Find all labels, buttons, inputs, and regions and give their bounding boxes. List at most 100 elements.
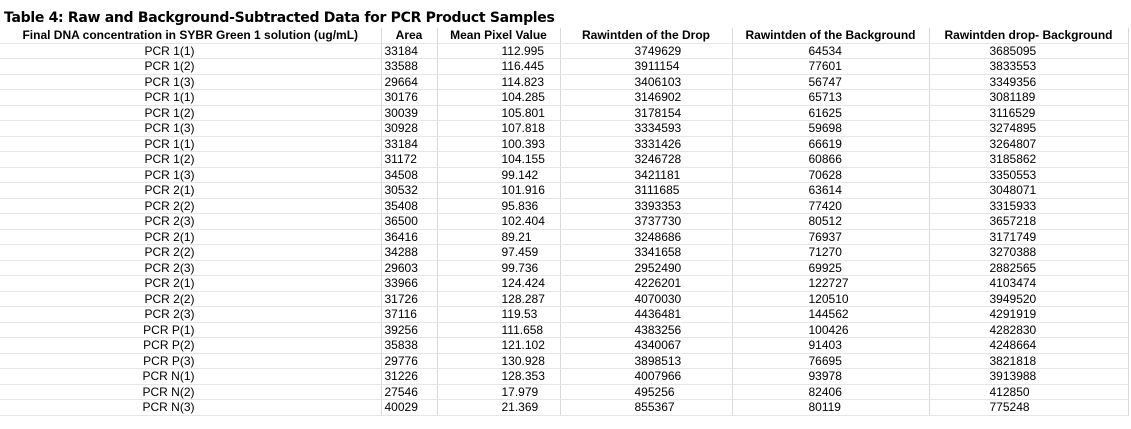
- background-cell[interactable]: 66619: [732, 136, 930, 152]
- drop-cell[interactable]: 4436481: [560, 306, 733, 323]
- drop-cell[interactable]: 3393353: [560, 198, 733, 214]
- background-cell[interactable]: 82406: [732, 384, 930, 400]
- difference-cell[interactable]: 3081189: [929, 89, 1129, 106]
- drop-cell[interactable]: 3911154: [560, 58, 733, 75]
- difference-cell[interactable]: 4103474: [929, 275, 1129, 292]
- background-cell[interactable]: 65713: [732, 89, 930, 106]
- difference-cell[interactable]: 775248: [929, 399, 1129, 416]
- sample-cell[interactable]: PCR P(2): [0, 337, 382, 354]
- difference-cell[interactable]: 3048071: [929, 182, 1129, 199]
- mean-pixel-cell[interactable]: 99.736: [437, 260, 561, 276]
- header-rawintden-difference[interactable]: Rawintden drop- Background: [929, 28, 1129, 44]
- sample-cell[interactable]: PCR 2(3): [0, 260, 382, 276]
- sample-cell[interactable]: PCR N(2): [0, 384, 382, 400]
- mean-pixel-cell[interactable]: 105.801: [437, 105, 561, 121]
- difference-cell[interactable]: 3821818: [929, 353, 1129, 369]
- sample-cell[interactable]: PCR P(1): [0, 322, 382, 338]
- header-rawintden-background[interactable]: Rawintden of the Background: [732, 28, 930, 44]
- header-concentration[interactable]: Final DNA concentration in SYBR Green 1 …: [0, 28, 382, 44]
- difference-cell[interactable]: 2882565: [929, 260, 1129, 276]
- background-cell[interactable]: 77420: [732, 198, 930, 214]
- sample-cell[interactable]: PCR 1(1): [0, 136, 382, 152]
- drop-cell[interactable]: 495256: [560, 384, 733, 400]
- mean-pixel-cell[interactable]: 128.287: [437, 291, 561, 307]
- drop-cell[interactable]: 4226201: [560, 275, 733, 292]
- area-cell[interactable]: 33966: [381, 275, 438, 292]
- area-cell[interactable]: 36500: [381, 213, 438, 230]
- sample-cell[interactable]: PCR 1(1): [0, 43, 382, 59]
- difference-cell[interactable]: 3685095: [929, 43, 1129, 59]
- area-cell[interactable]: 34508: [381, 167, 438, 183]
- difference-cell[interactable]: 3264807: [929, 136, 1129, 152]
- mean-pixel-cell[interactable]: 121.102: [437, 337, 561, 354]
- mean-pixel-cell[interactable]: 104.285: [437, 89, 561, 106]
- sample-cell[interactable]: PCR 1(2): [0, 151, 382, 168]
- difference-cell[interactable]: 3349356: [929, 74, 1129, 90]
- area-cell[interactable]: 31726: [381, 291, 438, 307]
- header-area[interactable]: Area: [381, 28, 438, 44]
- mean-pixel-cell[interactable]: 89.21: [437, 229, 561, 245]
- background-cell[interactable]: 60866: [732, 151, 930, 168]
- sample-cell[interactable]: PCR 1(3): [0, 167, 382, 183]
- sample-cell[interactable]: PCR 2(2): [0, 244, 382, 261]
- difference-cell[interactable]: 3270388: [929, 244, 1129, 261]
- background-cell[interactable]: 64534: [732, 43, 930, 59]
- background-cell[interactable]: 70628: [732, 167, 930, 183]
- area-cell[interactable]: 39256: [381, 322, 438, 338]
- background-cell[interactable]: 63614: [732, 182, 930, 199]
- drop-cell[interactable]: 3898513: [560, 353, 733, 369]
- background-cell[interactable]: 120510: [732, 291, 930, 307]
- background-cell[interactable]: 59698: [732, 120, 930, 137]
- background-cell[interactable]: 122727: [732, 275, 930, 292]
- background-cell[interactable]: 71270: [732, 244, 930, 261]
- drop-cell[interactable]: 3749629: [560, 43, 733, 59]
- drop-cell[interactable]: 3334593: [560, 120, 733, 137]
- sample-cell[interactable]: PCR 2(2): [0, 198, 382, 214]
- area-cell[interactable]: 34288: [381, 244, 438, 261]
- area-cell[interactable]: 30039: [381, 105, 438, 121]
- difference-cell[interactable]: 3116529: [929, 105, 1129, 121]
- drop-cell[interactable]: 3421181: [560, 167, 733, 183]
- difference-cell[interactable]: 3315933: [929, 198, 1129, 214]
- difference-cell[interactable]: 4248664: [929, 337, 1129, 354]
- sample-cell[interactable]: PCR 2(3): [0, 306, 382, 323]
- sample-cell[interactable]: PCR 2(1): [0, 229, 382, 245]
- mean-pixel-cell[interactable]: 114.823: [437, 74, 561, 90]
- drop-cell[interactable]: 3737730: [560, 213, 733, 230]
- background-cell[interactable]: 56747: [732, 74, 930, 90]
- mean-pixel-cell[interactable]: 97.459: [437, 244, 561, 261]
- drop-cell[interactable]: 3341658: [560, 244, 733, 261]
- sample-cell[interactable]: PCR 1(2): [0, 105, 382, 121]
- difference-cell[interactable]: 3274895: [929, 120, 1129, 137]
- drop-cell[interactable]: 4070030: [560, 291, 733, 307]
- sample-cell[interactable]: PCR 2(1): [0, 275, 382, 292]
- difference-cell[interactable]: 4282830: [929, 322, 1129, 338]
- background-cell[interactable]: 80512: [732, 213, 930, 230]
- mean-pixel-cell[interactable]: 104.155: [437, 151, 561, 168]
- mean-pixel-cell[interactable]: 130.928: [437, 353, 561, 369]
- background-cell[interactable]: 61625: [732, 105, 930, 121]
- drop-cell[interactable]: 3246728: [560, 151, 733, 168]
- background-cell[interactable]: 76695: [732, 353, 930, 369]
- sample-cell[interactable]: PCR N(3): [0, 399, 382, 416]
- background-cell[interactable]: 100426: [732, 322, 930, 338]
- area-cell[interactable]: 27546: [381, 384, 438, 400]
- area-cell[interactable]: 33588: [381, 58, 438, 75]
- background-cell[interactable]: 80119: [732, 399, 930, 416]
- sample-cell[interactable]: PCR 1(1): [0, 89, 382, 106]
- difference-cell[interactable]: 3171749: [929, 229, 1129, 245]
- area-cell[interactable]: 33184: [381, 43, 438, 59]
- area-cell[interactable]: 29776: [381, 353, 438, 369]
- area-cell[interactable]: 30928: [381, 120, 438, 137]
- area-cell[interactable]: 40029: [381, 399, 438, 416]
- sample-cell[interactable]: PCR 2(1): [0, 182, 382, 199]
- difference-cell[interactable]: 412850: [929, 384, 1129, 400]
- area-cell[interactable]: 31226: [381, 368, 438, 385]
- mean-pixel-cell[interactable]: 119.53: [437, 306, 561, 323]
- mean-pixel-cell[interactable]: 95.836: [437, 198, 561, 214]
- drop-cell[interactable]: 3331426: [560, 136, 733, 152]
- drop-cell[interactable]: 4007966: [560, 368, 733, 385]
- drop-cell[interactable]: 4383256: [560, 322, 733, 338]
- mean-pixel-cell[interactable]: 124.424: [437, 275, 561, 292]
- area-cell[interactable]: 31172: [381, 151, 438, 168]
